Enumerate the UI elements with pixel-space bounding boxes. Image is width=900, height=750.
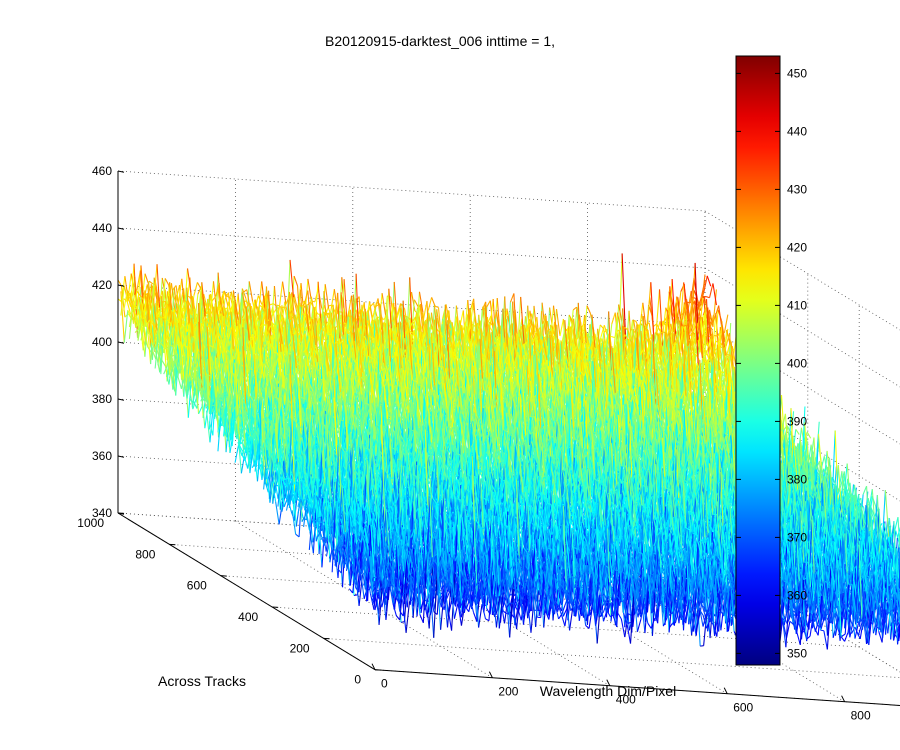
surface-segment — [510, 293, 513, 302]
surface-segment — [283, 282, 286, 305]
surface-segment — [611, 336, 614, 337]
surface-segment — [382, 293, 385, 315]
grid-line — [118, 228, 705, 268]
surface-segment — [325, 284, 328, 308]
surface-segment — [435, 306, 438, 307]
surface-segment — [612, 313, 615, 324]
surface-mesh — [118, 253, 900, 650]
surface-segment — [600, 325, 603, 329]
surface-segment — [249, 281, 252, 301]
surface-segment — [424, 301, 427, 319]
surface-segment — [707, 276, 710, 286]
surface-segment — [414, 300, 417, 306]
surface-segment — [573, 307, 576, 310]
grid-line — [705, 211, 900, 368]
surface-segment — [194, 282, 197, 295]
surface-segment — [145, 274, 148, 284]
grid-line — [118, 171, 705, 211]
surface-segment — [560, 319, 563, 336]
surface-segment — [290, 260, 293, 297]
surface-segment — [661, 332, 664, 333]
surface-segment — [428, 297, 431, 310]
surface-segment — [294, 276, 297, 286]
surface-segment — [149, 281, 152, 284]
surface-segment — [375, 298, 378, 310]
surface-segment — [183, 300, 186, 301]
surface-segment — [165, 278, 168, 284]
surface-segment — [487, 301, 490, 307]
surface-segment — [243, 290, 246, 293]
